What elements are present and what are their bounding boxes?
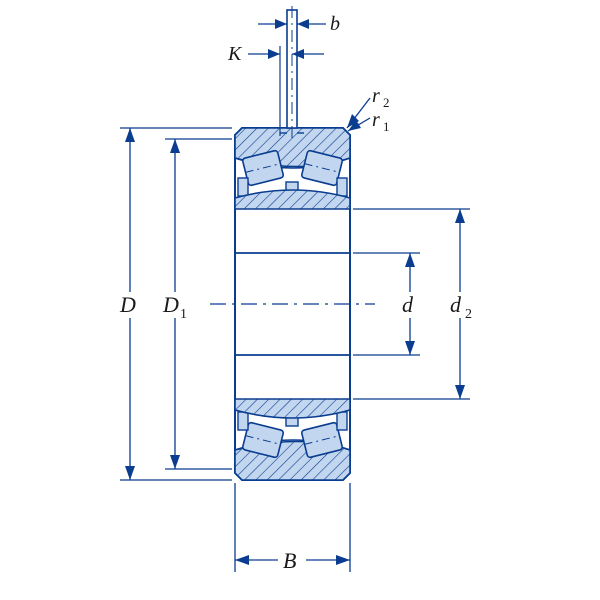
label-r1-main: r [372, 109, 380, 131]
dim-B: B [235, 483, 350, 574]
lube-groove [280, 6, 304, 140]
label-r2-main: r [372, 85, 380, 107]
label-d: d [402, 292, 414, 317]
label-K: K [227, 43, 243, 65]
dim-d: d [353, 253, 424, 355]
label-D1-main: D [162, 292, 179, 317]
dim-K: K [227, 43, 324, 136]
bearing-cross-section-diagram: D D 1 d d 2 B [0, 0, 600, 600]
label-r2-sub: 2 [383, 95, 390, 110]
bearing-body [235, 6, 350, 480]
label-b: b [330, 13, 340, 35]
label-r1-sub: 1 [383, 119, 390, 134]
label-B: B [283, 548, 296, 573]
label-d2-main: d [450, 292, 462, 317]
dim-b: b [258, 13, 340, 35]
label-D1-sub: 1 [180, 307, 187, 322]
label-D: D [119, 292, 136, 317]
label-d2-sub: 2 [465, 307, 472, 322]
